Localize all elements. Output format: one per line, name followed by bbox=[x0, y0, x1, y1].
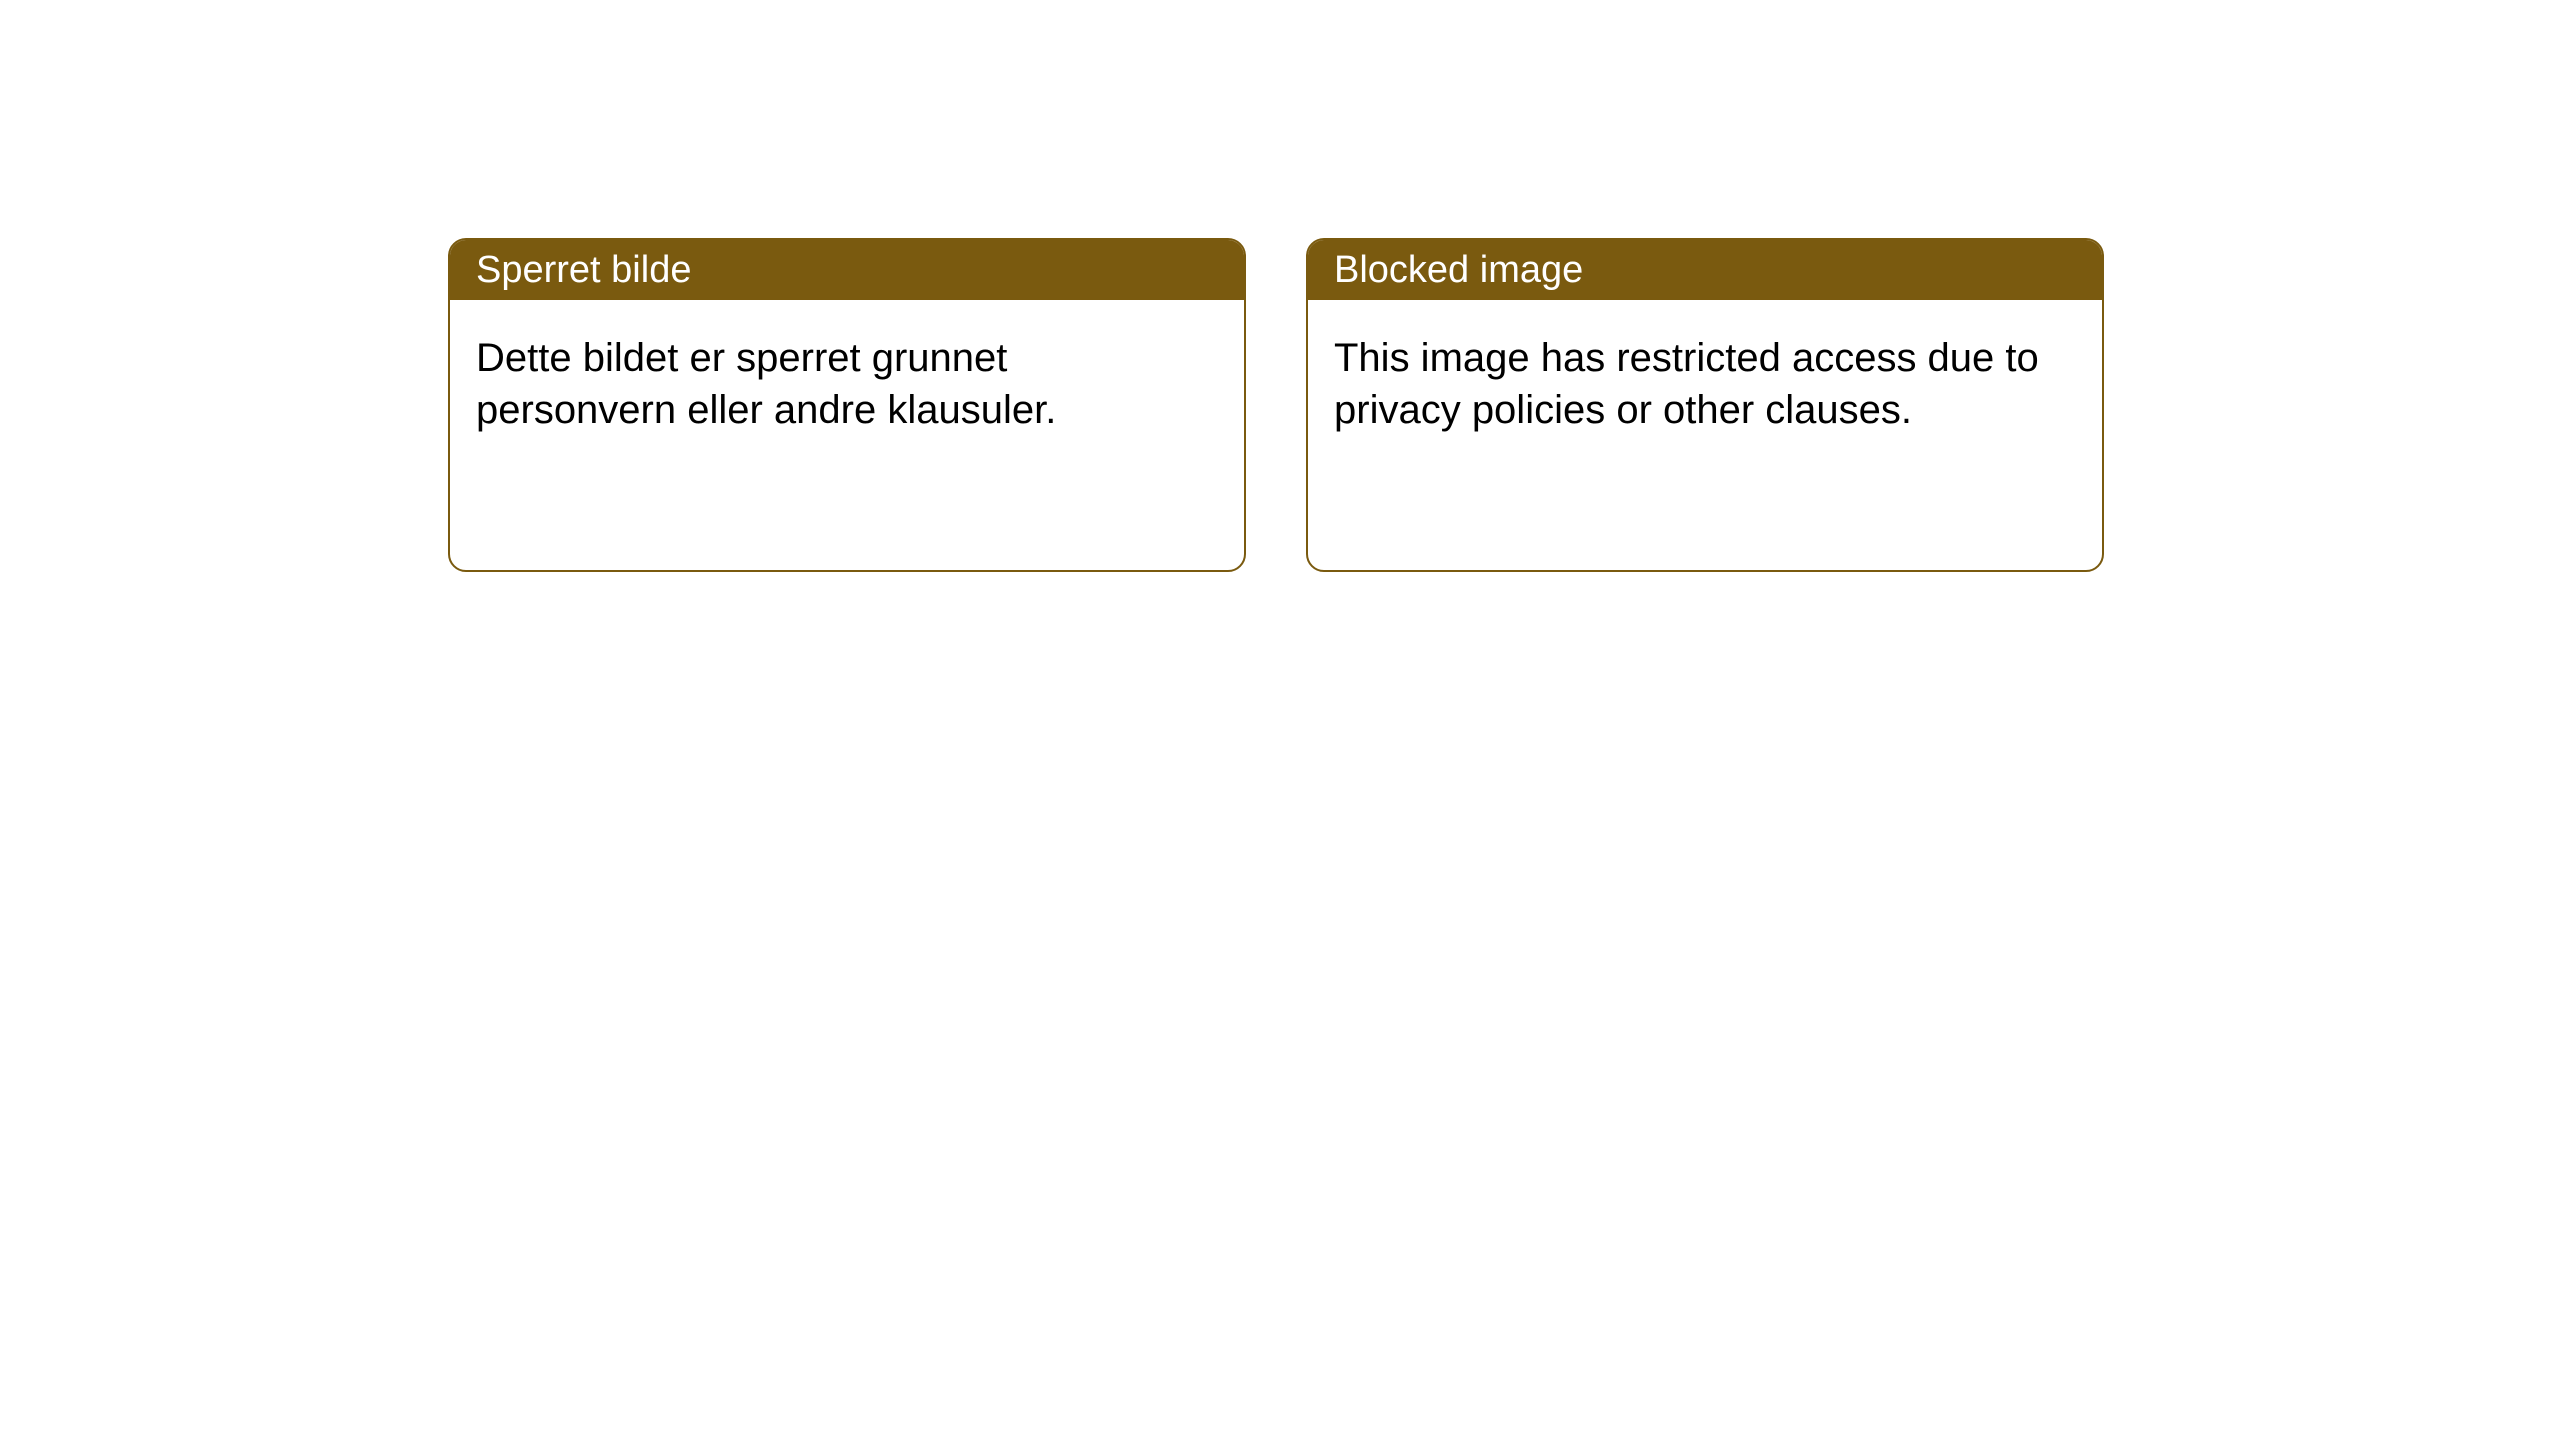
notice-body-text: This image has restricted access due to … bbox=[1334, 336, 2039, 432]
notice-body: Dette bildet er sperret grunnet personve… bbox=[450, 300, 1244, 468]
notice-header: Blocked image bbox=[1308, 240, 2102, 300]
notice-body: This image has restricted access due to … bbox=[1308, 300, 2102, 468]
notice-body-text: Dette bildet er sperret grunnet personve… bbox=[476, 336, 1056, 432]
notice-card-english: Blocked image This image has restricted … bbox=[1306, 238, 2104, 572]
notice-title: Sperret bilde bbox=[476, 249, 691, 292]
notice-container: Sperret bilde Dette bildet er sperret gr… bbox=[0, 0, 2560, 572]
notice-header: Sperret bilde bbox=[450, 240, 1244, 300]
notice-card-norwegian: Sperret bilde Dette bildet er sperret gr… bbox=[448, 238, 1246, 572]
notice-title: Blocked image bbox=[1334, 249, 1583, 292]
